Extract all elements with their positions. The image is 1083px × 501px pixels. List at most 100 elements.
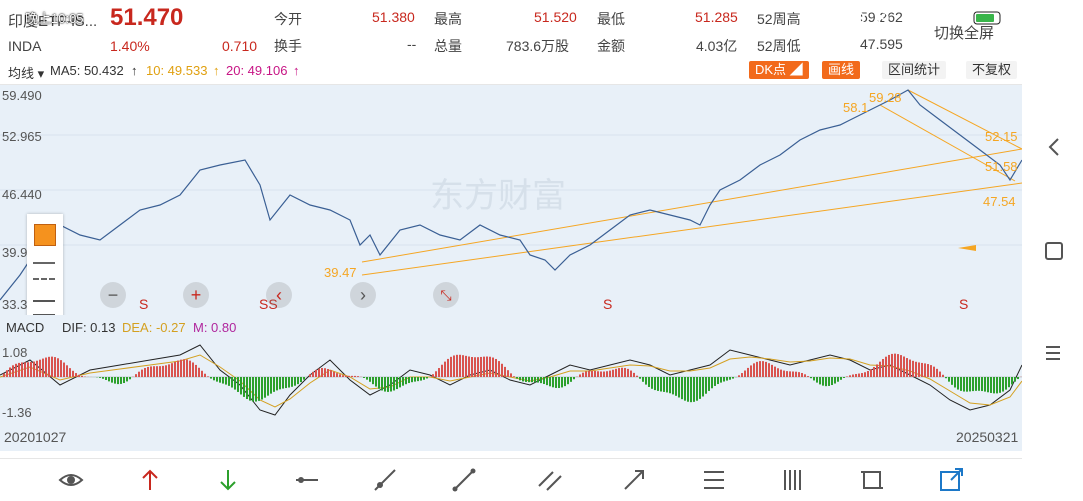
macd-bar [696,377,698,401]
zoom-out-button[interactable]: − [100,282,126,308]
switch-fullscreen-button[interactable]: 切换全屏 [934,22,994,43]
down-arrow-icon[interactable] [214,466,242,494]
annotation-51-58: 51.58 [985,159,1018,174]
y-axis-label: 52.965 [2,129,42,144]
collapse-icon[interactable]: ⤡ [433,282,459,308]
macd-bar [744,371,746,377]
macd-bar [621,368,623,377]
up-arrow-icon[interactable] [136,466,164,494]
macd-bar [309,374,311,377]
macd-bar [165,365,167,377]
sell-marker: S [139,296,148,312]
macd-bar [324,368,326,377]
macd-bar [1002,377,1004,392]
macd-bar [828,377,830,386]
macd-bar [777,368,779,377]
line-width-icon[interactable] [33,300,55,316]
macd-bar [1017,377,1019,379]
macd-bar [477,357,479,377]
macd-bar [498,361,500,377]
draw-line-button[interactable]: 画线 [822,61,860,79]
scroll-left-button[interactable]: ‹ [266,282,292,308]
interval-stats-button[interactable]: 区间统计 [882,61,946,79]
rectangle-icon[interactable] [858,466,886,494]
parallel-line-icon[interactable] [536,466,564,494]
macd-bar [756,362,758,377]
end-date: 20250321 [956,429,1018,445]
ray-line-icon[interactable] [371,466,399,494]
macd-bar [924,363,926,377]
home-icon[interactable] [1045,242,1063,260]
horizontal-line-icon[interactable] [292,466,320,494]
expand-icon[interactable] [937,466,965,494]
macd-bar [279,377,281,389]
macd-bar [30,362,32,377]
line-style-icon[interactable] [33,262,55,280]
macd-bar [504,367,506,377]
macd-bar [270,377,272,394]
macd-bar [561,377,563,387]
adjust-selector-button[interactable]: 不复权 [966,61,1017,79]
dk-point-button[interactable]: DK点 ◢ [749,61,809,79]
macd-bar [66,365,68,377]
macd-bar [237,377,239,392]
macd-bar [459,355,461,377]
macd-bar [888,355,890,377]
macd-bar [246,377,248,399]
macd-bar [513,376,515,377]
segment-line-icon[interactable] [450,466,478,494]
y-axis-label: 59.490 [2,88,42,103]
macd-bar [753,363,755,377]
macd-bar [330,370,332,377]
macd-bar [258,377,260,401]
macd-bar [852,374,854,377]
eye-icon[interactable] [57,466,85,494]
macd-bar [474,357,476,377]
macd-bar [267,377,269,396]
macd-bar [657,377,659,391]
menu-icon[interactable] [1044,345,1062,361]
macd-bar [711,377,713,388]
macd-bar [834,377,836,384]
quote-header: 印度ETF-iS... 51.470 INDA 1.40% 0.710 今开 5… [0,0,1022,58]
macd-bar [642,377,644,382]
macd-bar [567,377,569,384]
macd-bar [204,374,206,377]
fibonacci-icon[interactable] [700,466,728,494]
macd-panel[interactable]: MACD DIF: 0.13 DEA: -0.27 M: 0.80 1.08 -… [0,315,1022,425]
macd-bar [24,362,26,377]
macd-bar [129,377,131,379]
macd-bar [867,371,869,377]
price-chart[interactable]: 东方财富 39.47 58.1 59.28 52.15 51.58 47.54 … [0,85,1022,315]
macd-bar [156,366,158,377]
scroll-right-button[interactable]: › [350,282,376,308]
w52-high-label: 52周高 [757,9,801,29]
macd-bar [840,377,842,380]
zoom-in-button[interactable]: + [183,282,209,308]
stock-name: 印度ETF-iS... [8,10,97,31]
macd-bar [138,372,140,377]
macd-bar [810,377,812,378]
macd-bar [687,377,689,402]
macd-bar [714,377,716,386]
macd-bar [984,377,986,392]
macd-bar [372,377,374,384]
macd-bar [327,369,329,377]
macd-bar [276,377,278,390]
macd-bar [45,358,47,377]
macd-bar [438,368,440,377]
date-axis: 20201027 20250321 [0,425,1022,451]
w52-low-label: 52周低 [757,36,801,56]
back-icon[interactable] [1046,137,1062,157]
macd-bar [363,377,365,378]
start-date: 20201027 [4,429,66,445]
vertical-lines-icon[interactable] [779,466,807,494]
macd-bar [456,355,458,377]
ma-mode-selector[interactable]: 均线 ▾ [8,63,44,82]
color-picker-icon[interactable] [34,224,56,246]
arrow-line-icon[interactable] [620,466,648,494]
macd-bar [495,359,497,377]
macd-bar [216,377,218,382]
macd-bar [1005,377,1007,390]
macd-bar [741,373,743,377]
